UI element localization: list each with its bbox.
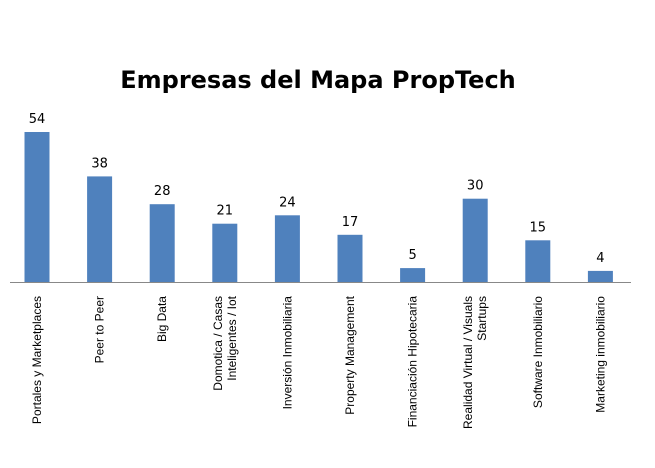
bar-5 <box>274 215 300 282</box>
category-label-line: Startups <box>475 296 489 341</box>
category-label-line: Big Data <box>155 296 169 342</box>
bar-4 <box>212 223 238 282</box>
category-label-2: Peer to Peer <box>93 296 107 363</box>
category-label-line: Portales y Marketplaces <box>30 296 44 424</box>
chart-title: Empresas del Mapa PropTech <box>120 66 516 94</box>
bar-9 <box>525 240 551 282</box>
bar-1 <box>24 132 50 282</box>
category-label-line: Realidad Virtual / Visuals <box>461 296 475 429</box>
data-label-8: 30 <box>467 179 484 194</box>
category-label-line: Financiación Hipotecaria <box>406 296 420 428</box>
category-label-7: Financiación Hipotecaria <box>406 296 420 428</box>
bars-group <box>24 132 613 282</box>
bar-10 <box>587 270 613 282</box>
data-label-4: 21 <box>217 204 234 219</box>
data-labels-group: 54 38 28 21 24 17 5 30 15 4 <box>29 112 605 266</box>
bar-8 <box>462 198 488 282</box>
category-label-line: Property Management <box>343 295 357 414</box>
category-label-line: Peer to Peer <box>93 296 107 363</box>
category-label-10: Marketing inmobiliario <box>593 296 607 413</box>
category-label-1: Portales y Marketplaces <box>30 296 44 424</box>
data-label-9: 15 <box>530 220 547 235</box>
data-label-3: 28 <box>154 184 171 199</box>
data-label-10: 4 <box>596 251 604 266</box>
data-label-5: 24 <box>279 195 296 210</box>
category-label-3: Big Data <box>155 296 169 342</box>
category-label-9: Software Inmobiliario <box>531 296 545 408</box>
category-label-line: Inversión Inmobiliaria <box>280 296 294 410</box>
category-label-6: Property Management <box>343 295 357 414</box>
bar-7 <box>400 268 426 282</box>
category-label-line: Inteligentes / Iot <box>225 295 239 380</box>
data-label-2: 38 <box>91 156 108 171</box>
category-label-line: Software Inmobiliario <box>531 296 545 408</box>
bar-6 <box>337 234 363 282</box>
category-label-8: Realidad Virtual / Visuals Startups <box>461 296 489 429</box>
category-labels-group: Portales y Marketplaces Peer to Peer Big D… <box>30 295 607 429</box>
category-label-5: Inversión Inmobiliaria <box>280 296 294 410</box>
data-label-6: 17 <box>342 215 359 230</box>
category-label-line: Domotica / Casas <box>211 296 225 391</box>
data-label-7: 5 <box>408 248 416 263</box>
bar-3 <box>149 204 175 282</box>
category-label-4: Domotica / Casas Inteligentes / Iot <box>211 295 239 390</box>
bar-2 <box>87 176 113 282</box>
data-label-1: 54 <box>29 112 46 127</box>
category-label-line: Marketing inmobiliario <box>593 296 607 413</box>
